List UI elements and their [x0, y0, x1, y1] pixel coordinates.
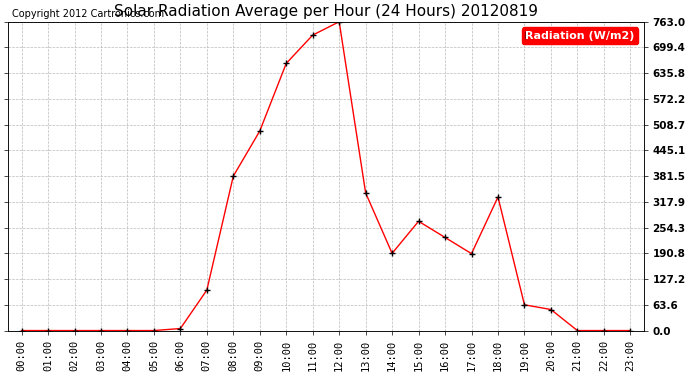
Legend: Radiation (W/m2): Radiation (W/m2): [522, 27, 638, 44]
Text: Copyright 2012 Cartronics.com: Copyright 2012 Cartronics.com: [12, 9, 164, 19]
Title: Solar Radiation Average per Hour (24 Hours) 20120819: Solar Radiation Average per Hour (24 Hou…: [114, 4, 538, 19]
